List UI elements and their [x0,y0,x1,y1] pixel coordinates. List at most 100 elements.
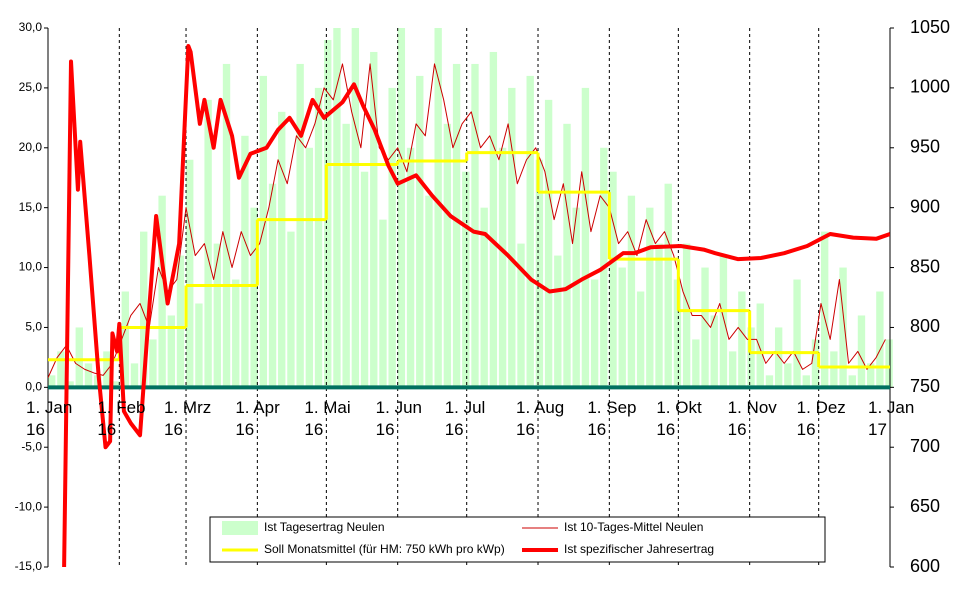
x-tick-label: 1. Nov 16 [727,398,777,439]
bar [314,87,323,388]
bar [379,219,387,388]
bar [66,381,74,388]
bar [370,51,378,388]
bar [590,279,599,388]
x-tick-label: 1. Feb 16 [97,398,146,439]
bar [140,231,148,388]
bar [673,279,682,388]
y2-tick-label: 600 [910,556,940,576]
bar [728,351,737,388]
bar [701,267,709,388]
bar [876,291,884,388]
legend-label: Ist spezifischer Jahresertrag [564,542,714,556]
bar [793,279,801,388]
bar [839,267,847,388]
bar [462,171,470,388]
bar [232,279,240,388]
bar [581,87,590,388]
bar [802,375,810,388]
bar [830,351,838,388]
bar [655,243,663,388]
y-tick-label: 25,0 [19,80,43,94]
bar [480,207,488,388]
bar [857,315,866,388]
bar [416,75,424,388]
bar [176,255,185,388]
bar [554,255,562,388]
bar [360,171,369,388]
bar [609,171,617,388]
x-tick-label: 1. Dez 16 [796,398,846,439]
bar [765,375,774,388]
y2-tick-label: 900 [910,196,940,216]
bar [158,195,166,388]
bar [103,351,111,388]
bar [535,159,544,388]
bar [406,147,415,388]
bar [811,339,820,388]
bar [820,231,829,388]
x-tick-label: 1. Okt 16 [656,398,702,439]
bar [388,87,396,388]
bar [130,363,139,388]
bar [241,135,249,388]
bar [627,195,636,388]
bar [747,327,755,388]
bar [222,63,231,388]
x-tick-label: 1. Mrz 16 [164,398,212,439]
line [48,63,886,378]
bar [333,28,341,388]
y-tick-label: 30,0 [19,20,43,34]
bar [738,291,746,388]
bar [443,123,452,388]
x-tick-label: 1. Apr 16 [235,398,280,439]
bar [682,243,691,388]
bar [471,63,479,388]
bar [48,375,56,388]
bar [342,123,350,388]
bar [452,63,461,388]
bar [186,159,194,388]
bar [664,183,672,388]
bar [278,111,286,388]
bar [425,195,433,388]
bar [57,351,65,388]
bar [213,243,222,388]
bar [112,381,120,388]
legend-label: Ist 10-Tages-Mittel Neulen [564,520,703,534]
bar [305,147,314,388]
bar [866,363,875,388]
bar [397,28,406,388]
y2-tick-label: 850 [910,256,940,276]
x-tick-label: 1. Aug 16 [516,398,565,439]
y-tick-label: -15,0 [15,559,43,573]
bar [489,51,498,388]
x-tick-label: 1. Jan 17 [868,398,915,439]
bar [84,363,93,388]
y-tick-label: 15,0 [19,200,43,214]
y2-tick-label: 700 [910,436,940,456]
bar [572,207,580,388]
line [62,43,890,567]
bar [544,99,553,388]
y-tick-label: 5,0 [25,320,42,334]
bar [259,75,268,388]
x-tick-label: 1. Jul 16 [444,398,486,439]
y-tick-label: 20,0 [19,140,43,154]
bar [351,28,360,388]
y2-tick-label: 650 [910,496,940,516]
x-tick-label: 1. Jan 16 [26,398,73,439]
bar [167,315,175,388]
bar [268,183,277,388]
bar [774,327,783,388]
bar [434,28,442,388]
bar [296,63,304,388]
bar [508,87,516,388]
y-tick-label: 10,0 [19,260,43,274]
bar [646,207,654,388]
y2-tick-label: 800 [910,316,940,336]
bar [618,267,626,388]
x-tick-label: 1. Mai 16 [304,398,351,439]
